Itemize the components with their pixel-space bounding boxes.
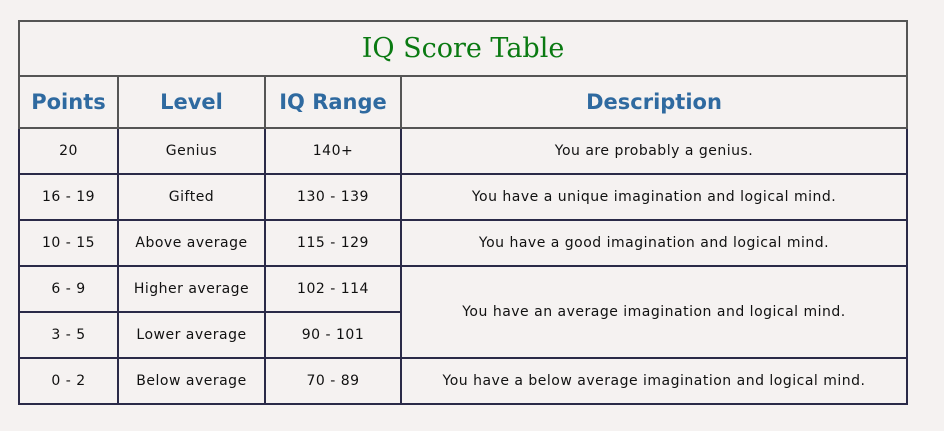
table-row: 16 - 19 Gifted 130 - 139 You have a uniq… [18, 173, 909, 221]
cell-description: You have a good imagination and logical … [399, 219, 909, 267]
table-row: 10 - 15 Above average 115 - 129 You have… [18, 219, 909, 267]
header-iq-range: IQ Range [264, 75, 402, 129]
table-row: 6 - 9 Higher average 102 - 114 You have … [18, 265, 909, 359]
cell-description: You have a below average imagination and… [399, 357, 909, 405]
iq-score-table: IQ Score Table Points Level IQ Range Des… [17, 20, 909, 405]
cell-range: 102 - 114 [264, 265, 402, 313]
header-row: Points Level IQ Range Description [18, 75, 909, 129]
table-title: IQ Score Table [17, 20, 909, 77]
header-description: Description [399, 75, 909, 129]
cell-description: You have a unique imagination and logica… [399, 173, 909, 221]
cell-range: 70 - 89 [264, 357, 402, 405]
cell-points: 10 - 15 [18, 219, 119, 267]
cell-level: Genius [117, 127, 266, 175]
cell-points: 20 [18, 127, 119, 175]
cell-level: Above average [117, 219, 266, 267]
cell-points: 6 - 9 [18, 265, 119, 313]
cell-range: 130 - 139 [264, 173, 402, 221]
cell-level: Higher average [117, 265, 266, 313]
cell-range: 90 - 101 [264, 311, 402, 359]
cell-level: Below average [117, 357, 266, 405]
table-row: 0 - 2 Below average 70 - 89 You have a b… [18, 357, 909, 405]
table-row: 3 - 5 Lower average 90 - 101 [18, 311, 907, 359]
cell-description: You are probably a genius. [399, 127, 909, 175]
header-level: Level [117, 75, 266, 129]
cell-points: 3 - 5 [18, 311, 119, 359]
header-points: Points [18, 75, 119, 129]
cell-range: 115 - 129 [264, 219, 402, 267]
cell-level: Gifted [117, 173, 266, 221]
cell-points: 16 - 19 [18, 173, 119, 221]
cell-description: You have an average imagination and logi… [399, 265, 909, 359]
cell-range: 140+ [264, 127, 402, 175]
table-row: 20 Genius 140+ You are probably a genius… [18, 127, 909, 175]
cell-level: Lower average [117, 311, 266, 359]
cell-points: 0 - 2 [18, 357, 119, 405]
